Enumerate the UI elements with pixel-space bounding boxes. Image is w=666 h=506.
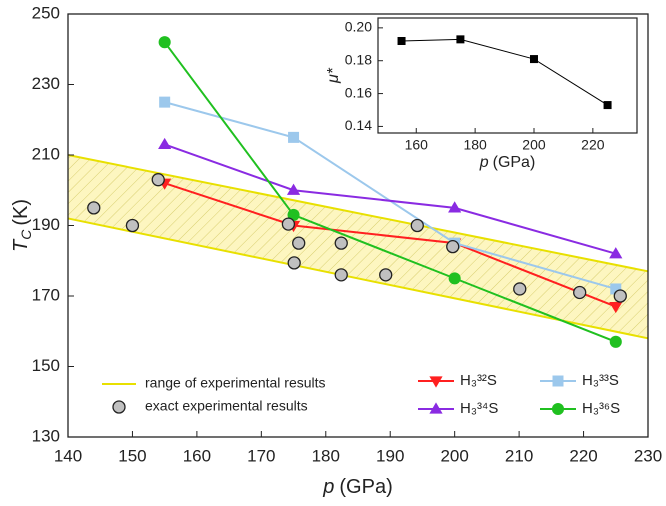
- marker: [288, 131, 300, 143]
- y-tick-label: 150: [32, 356, 60, 375]
- inset-background: [377, 17, 638, 134]
- marker: [529, 55, 538, 64]
- experimental-point: [573, 285, 587, 300]
- y-label-subscript: C: [18, 229, 34, 240]
- legend-label: H₃³⁴S: [460, 400, 498, 417]
- marker: [609, 335, 622, 348]
- x-label-symbol: p: [322, 476, 334, 498]
- y-tick-label: 170: [32, 285, 60, 304]
- inset-line: [401, 38, 608, 106]
- inset-x-tick-label: 180: [463, 137, 487, 153]
- x-tick-label: 220: [569, 446, 597, 465]
- marker: [159, 96, 171, 108]
- experimental-point: [379, 268, 393, 282]
- marker: [448, 272, 461, 285]
- inset-x-tick-label: 160: [405, 137, 429, 153]
- inset-y-tick-label: 0.16: [345, 84, 372, 100]
- experimental-point: [281, 217, 296, 231]
- x-tick-label: 150: [118, 446, 146, 465]
- x-axis-label: p (GPa): [322, 476, 392, 498]
- experimental-point: [292, 236, 306, 250]
- x-tick-label: 190: [376, 446, 404, 465]
- marker: [158, 137, 172, 150]
- x-tick-label: 170: [247, 446, 275, 465]
- experimental-point: [613, 289, 627, 303]
- experimental-point: [125, 218, 140, 233]
- y-tick-label: 190: [32, 215, 60, 234]
- series-line: [164, 182, 617, 308]
- marker: [429, 376, 443, 388]
- legend-label: H₃³²S: [460, 372, 497, 389]
- band-area: [68, 155, 648, 339]
- experimental-point: [334, 268, 348, 282]
- series-line: [164, 101, 617, 290]
- experimental-point: [410, 218, 424, 233]
- y-tick-label: 250: [32, 3, 60, 22]
- inset-y-axis-label: μ*: [325, 67, 342, 84]
- marker: [397, 37, 406, 45]
- inset-y-tick-label: 0.14: [345, 117, 372, 133]
- marker: [158, 36, 171, 49]
- marker: [603, 101, 612, 110]
- marker: [551, 402, 565, 416]
- y-tick-label: 230: [32, 74, 60, 93]
- legend-label: H₃³³S: [582, 372, 619, 389]
- band-edge: [67, 217, 649, 340]
- legend-label: H₃³⁶S: [582, 400, 620, 417]
- legend-label: range of experimental results: [145, 375, 326, 391]
- legend-swatch: [112, 400, 126, 414]
- y-label-symbol: T: [10, 238, 32, 252]
- x-tick-label: 210: [505, 446, 533, 465]
- x-tick-label: 200: [440, 446, 468, 465]
- inset-y-tick-label: 0.18: [345, 51, 372, 67]
- experimental-point: [287, 256, 301, 270]
- experimental-point: [151, 173, 165, 187]
- experimental-point: [446, 239, 460, 254]
- marker: [456, 35, 465, 44]
- marker: [448, 201, 462, 213]
- experimental-point: [513, 282, 527, 296]
- experimental-point: [334, 236, 348, 250]
- legend-label: exact experimental results: [145, 398, 308, 414]
- band-edge: [67, 154, 649, 273]
- inset-x-tick-label: 200: [522, 137, 546, 153]
- x-label-unit: (GPa): [339, 476, 392, 498]
- experimental-point: [87, 201, 101, 215]
- y-label-unit: (K): [10, 199, 32, 226]
- x-tick-label: 230: [634, 446, 662, 465]
- x-label-symbol: p: [479, 154, 489, 171]
- y-tick-label: 130: [32, 426, 60, 445]
- inset-x-tick-label: 220: [581, 137, 605, 153]
- inset-x-axis-label: p (GPa): [479, 154, 536, 171]
- marker: [429, 402, 443, 414]
- marker: [552, 375, 564, 387]
- series-line: [163, 41, 617, 343]
- marker: [286, 183, 301, 195]
- inset-y-tick-label: 0.20: [345, 19, 372, 35]
- x-tick-label: 160: [183, 446, 211, 465]
- marker: [609, 301, 623, 314]
- y-axis-label: TC (K): [10, 199, 33, 252]
- series-line: [164, 143, 617, 255]
- marker: [610, 283, 622, 295]
- x-tick-label: 180: [312, 446, 340, 465]
- y-tick-label: 210: [32, 144, 60, 163]
- x-tick-label: 140: [54, 446, 82, 465]
- x-label-unit: (GPa): [493, 154, 536, 171]
- marker: [609, 247, 623, 259]
